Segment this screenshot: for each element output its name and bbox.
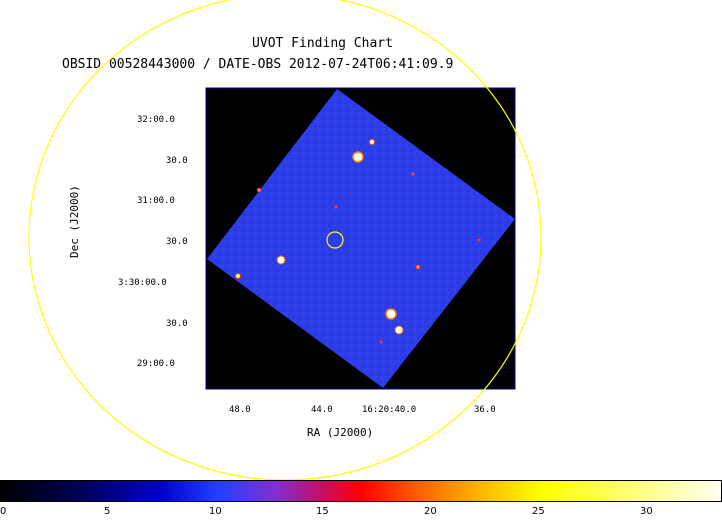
source <box>415 264 421 270</box>
source <box>257 188 261 192</box>
colorbar-tick: 30 <box>640 506 653 517</box>
colorbar-tick: 5 <box>104 506 111 517</box>
finding-chart-image <box>28 0 542 480</box>
ra-tick: 16:20:40.0 <box>362 405 417 415</box>
colorbar-tick: 15 <box>316 506 329 517</box>
source <box>369 139 375 145</box>
source <box>385 308 397 320</box>
source <box>379 340 383 344</box>
colorbar-tick: 10 <box>209 506 222 517</box>
source <box>235 273 241 279</box>
chart-subtitle: OBSID 00528443000 / DATE-OBS 2012-07-24T… <box>62 57 454 72</box>
y-axis-label: Dec (J2000) <box>68 185 81 258</box>
large-circle <box>28 0 542 480</box>
colorbar-tick: 0 <box>0 506 7 517</box>
x-axis-label: RA (J2000) <box>307 426 374 439</box>
source <box>411 172 415 176</box>
chart-title: UVOT Finding Chart <box>252 36 393 51</box>
dec-tick: 3:30:00.0 <box>118 278 167 288</box>
dec-tick: 30.0 <box>166 319 188 329</box>
source <box>477 238 481 242</box>
sources <box>235 139 481 344</box>
ra-tick: 44.0 <box>311 405 333 415</box>
dec-tick: 30.0 <box>166 156 188 166</box>
target-marker <box>326 231 344 249</box>
dec-tick: 32:00.0 <box>137 115 175 125</box>
ra-tick: 48.0 <box>229 405 251 415</box>
dec-tick: 30.0 <box>166 237 188 247</box>
source <box>394 325 404 335</box>
ra-tick: 36.0 <box>474 405 496 415</box>
dec-tick: 29:00.0 <box>137 359 175 369</box>
source <box>334 205 338 209</box>
colorbar-tick: 25 <box>532 506 545 517</box>
colorbar <box>0 480 722 502</box>
source <box>352 151 364 163</box>
dec-tick: 31:00.0 <box>137 196 175 206</box>
colorbar-tick: 20 <box>424 506 437 517</box>
exposure-field <box>207 89 515 388</box>
source <box>276 255 286 265</box>
